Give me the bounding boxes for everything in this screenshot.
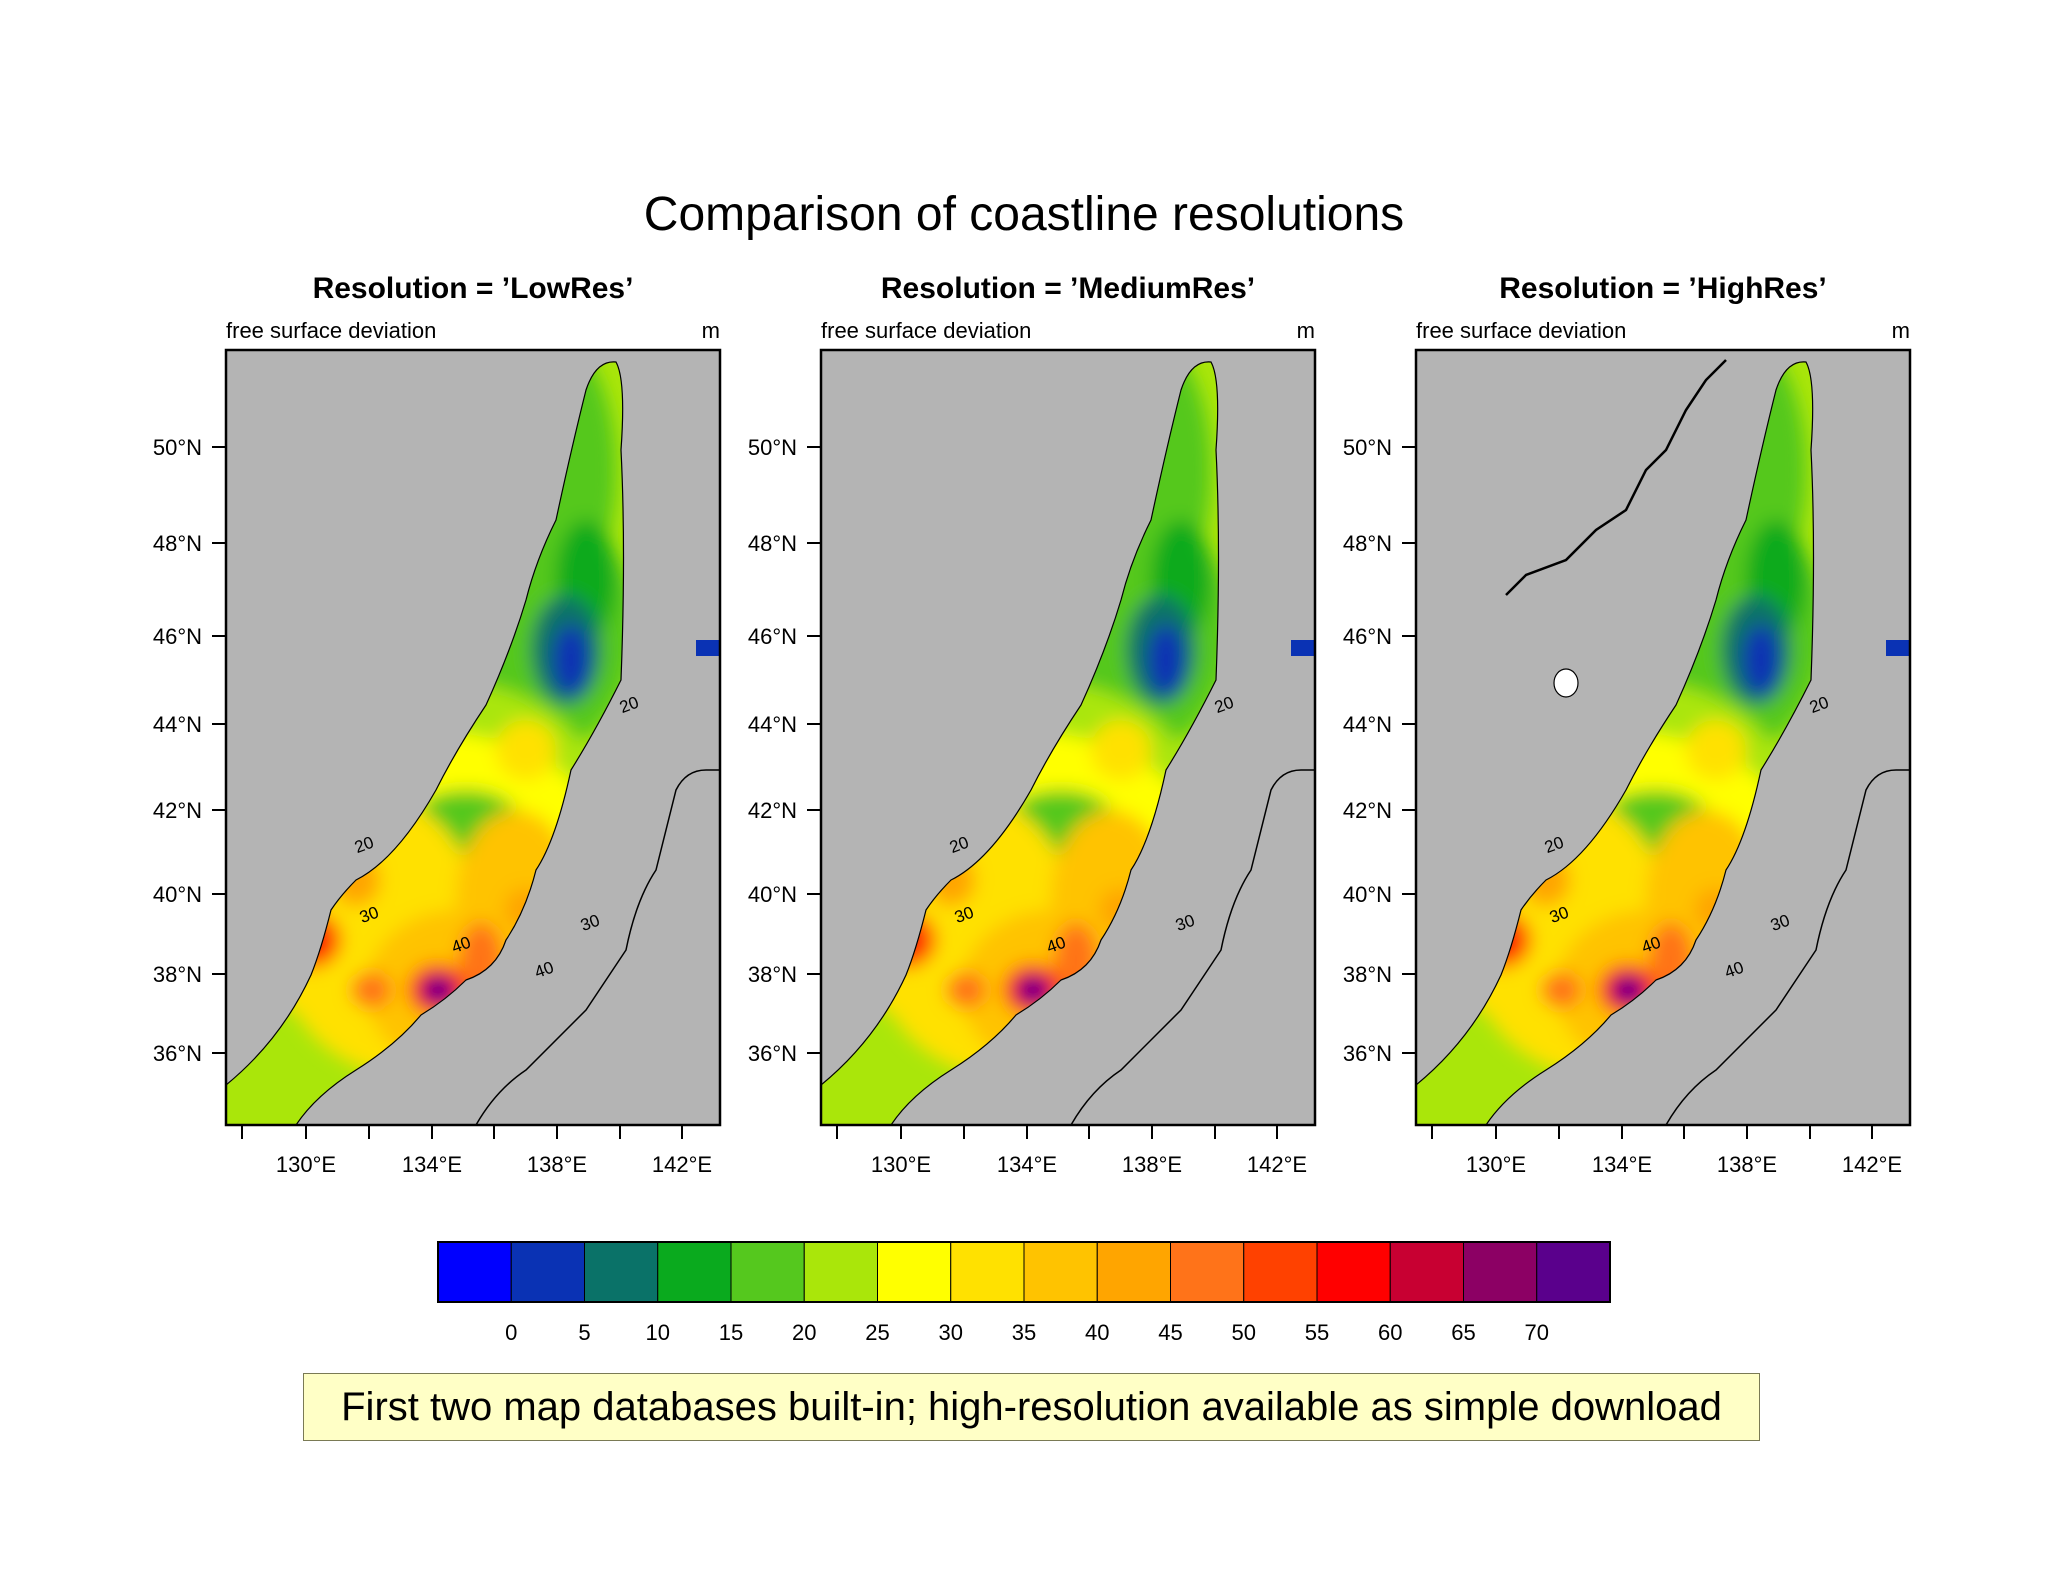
colorbar-label: 40 <box>1085 1320 1109 1345</box>
colorbar-label: 60 <box>1378 1320 1402 1345</box>
colorbar-label: 70 <box>1525 1320 1549 1345</box>
lat-tick-label: 44°N <box>153 712 202 737</box>
lat-tick-label: 50°N <box>748 435 797 460</box>
lat-tick-label: 40°N <box>153 882 202 907</box>
panel-title: Resolution = ’HighRes’ <box>1499 272 1827 305</box>
lat-tick-label: 46°N <box>153 624 202 649</box>
lat-tick-label: 50°N <box>1343 435 1392 460</box>
panel-title: Resolution = ’MediumRes’ <box>881 272 1255 305</box>
variable-label: free surface deviation <box>226 318 436 343</box>
map-frame <box>1414 348 1912 1127</box>
lon-tick-label: 142°E <box>652 1152 712 1177</box>
colorbar-label: 35 <box>1012 1320 1036 1345</box>
lat-tick-label: 36°N <box>748 1041 797 1066</box>
units-label: m <box>702 318 720 343</box>
colorbar-swatch <box>1243 1241 1318 1303</box>
map-panel-2: Resolution = ’MediumRes’ free surface dev… <box>748 272 1317 1177</box>
lat-tick-label: 38°N <box>748 962 797 987</box>
lon-tick-label: 138°E <box>1717 1152 1777 1177</box>
colorbar: 0 5 10 15 20 25 30 35 40 45 50 55 60 65 70 <box>437 1241 1611 1345</box>
colorbar-label: 50 <box>1232 1320 1256 1345</box>
japan-landmass <box>1665 769 1910 1125</box>
lon-tick-label: 130°E <box>871 1152 931 1177</box>
colorbar-frame <box>437 1241 1611 1303</box>
colorbar-swatch <box>730 1241 805 1303</box>
colorbar-label: 15 <box>719 1320 743 1345</box>
map-frame <box>224 348 722 1127</box>
lon-tick-label: 134°E <box>1592 1152 1652 1177</box>
lat-tick-label: 40°N <box>748 882 797 907</box>
lat-tick-label: 48°N <box>748 531 797 556</box>
colorbar-swatch <box>1170 1241 1245 1303</box>
colorbar-label: 5 <box>578 1320 590 1345</box>
colorbar-swatch <box>1463 1241 1538 1303</box>
colorbar-label: 65 <box>1451 1320 1475 1345</box>
lat-tick-label: 46°N <box>1343 624 1392 649</box>
caption-box: First two map databases built-in; high-r… <box>303 1373 1760 1441</box>
coastline <box>226 361 625 1125</box>
lat-tick-label: 40°N <box>1343 882 1392 907</box>
colorbar-label: 45 <box>1158 1320 1182 1345</box>
colorbar-swatch <box>510 1241 585 1303</box>
japan-landmass <box>475 769 720 1125</box>
colorbar-swatch <box>1096 1241 1171 1303</box>
colorbar-label: 0 <box>505 1320 517 1345</box>
lat-tick-label: 42°N <box>1343 798 1392 823</box>
lat-tick-label: 44°N <box>1343 712 1392 737</box>
lat-tick-label: 36°N <box>153 1041 202 1066</box>
colorbar-swatch <box>803 1241 878 1303</box>
lat-tick-label: 44°N <box>748 712 797 737</box>
map-panel-1: Resolution = ’LowRes’ free surface deviat… <box>153 272 722 1177</box>
colorbar-label: 25 <box>865 1320 889 1345</box>
lon-tick-label: 138°E <box>1122 1152 1182 1177</box>
river-borderline <box>1505 359 1727 596</box>
colorbar-swatch <box>584 1241 659 1303</box>
map-frame <box>819 348 1317 1127</box>
panel-title: Resolution = ’LowRes’ <box>313 272 634 305</box>
sea-surface-field <box>1416 361 1814 1125</box>
lat-tick-label: 48°N <box>1343 531 1392 556</box>
lon-tick-label: 142°E <box>1247 1152 1307 1177</box>
colorbar-label: 55 <box>1305 1320 1329 1345</box>
japan-landmass <box>1070 769 1315 1125</box>
colorbar-swatch <box>657 1241 732 1303</box>
units-label: m <box>1297 318 1315 343</box>
lon-tick-label: 130°E <box>276 1152 336 1177</box>
lon-tick-label: 130°E <box>1466 1152 1526 1177</box>
colorbar-label: 30 <box>939 1320 963 1345</box>
lat-tick-label: 36°N <box>1343 1041 1392 1066</box>
caption-text: First two map databases built-in; high-r… <box>341 1384 1722 1429</box>
lat-tick-label: 50°N <box>153 435 202 460</box>
coastline <box>821 361 1220 1125</box>
lon-tick-label: 134°E <box>402 1152 462 1177</box>
colorbar-label: 10 <box>646 1320 670 1345</box>
map-panel-3: Resolution = ’HighRes’ free surface devia… <box>1343 272 1912 1177</box>
lon-tick-label: 142°E <box>1842 1152 1902 1177</box>
lat-tick-label: 38°N <box>153 962 202 987</box>
lat-tick-label: 42°N <box>153 798 202 823</box>
units-label: m <box>1892 318 1910 343</box>
coastline <box>1416 361 1815 1125</box>
variable-label: free surface deviation <box>1416 318 1626 343</box>
colorbar-label: 20 <box>792 1320 816 1345</box>
colorbar-swatch <box>1023 1241 1098 1303</box>
lat-tick-label: 46°N <box>748 624 797 649</box>
colorbar-swatch <box>950 1241 1025 1303</box>
lat-tick-label: 42°N <box>748 798 797 823</box>
colorbar-swatch <box>877 1241 952 1303</box>
colorbar-swatch <box>1316 1241 1391 1303</box>
map-panels: Resolution = ’LowRes’ free surface deviat… <box>153 272 1912 1177</box>
colorbar-swatch <box>1536 1241 1611 1303</box>
lon-tick-label: 134°E <box>997 1152 1057 1177</box>
colorbar-swatch <box>1389 1241 1464 1303</box>
lat-tick-label: 38°N <box>1343 962 1392 987</box>
variable-label: free surface deviation <box>821 318 1031 343</box>
figure-title: Comparison of coastline resolutions <box>644 188 1404 241</box>
lon-tick-label: 138°E <box>527 1152 587 1177</box>
colorbar-swatch <box>437 1241 512 1303</box>
lat-tick-label: 48°N <box>153 531 202 556</box>
